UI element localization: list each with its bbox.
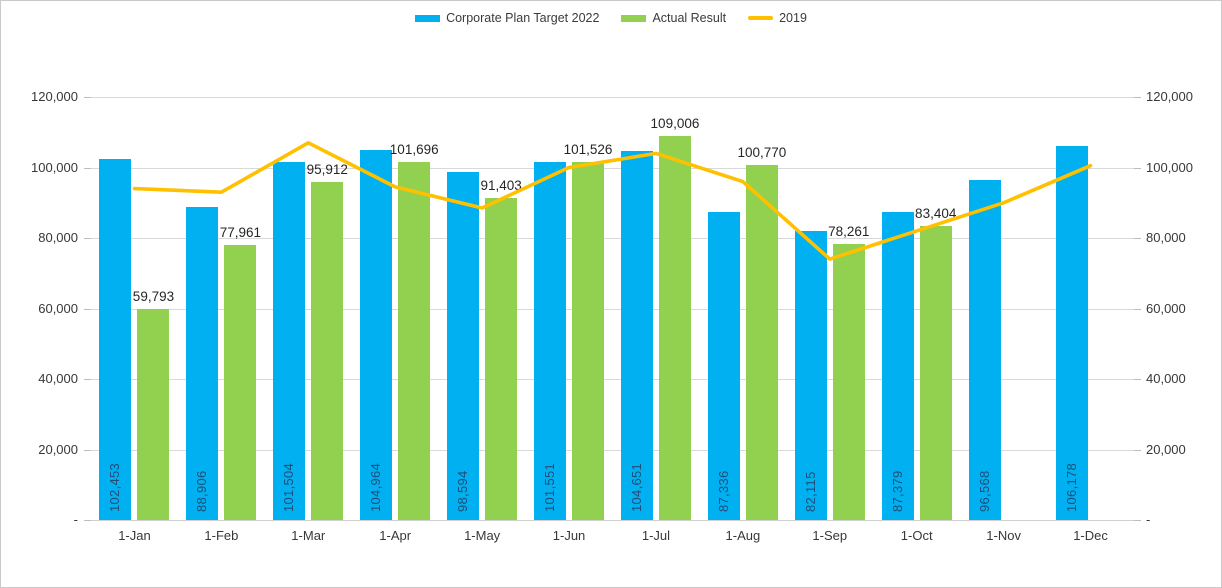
legend-item-corporate-plan-target: Corporate Plan Target 2022 xyxy=(415,11,599,25)
bar-corporate-plan-target xyxy=(620,151,653,520)
gridline xyxy=(91,379,1134,380)
legend-label-2019: 2019 xyxy=(779,11,807,25)
y-tick-mark-right xyxy=(1134,379,1141,380)
line-series-2019 xyxy=(132,140,1093,261)
actual-result-data-label: 101,696 xyxy=(389,141,439,157)
bar-actual-result xyxy=(832,244,865,520)
x-axis-label: 1-Oct xyxy=(900,528,933,543)
y-axis-label-right: 20,000 xyxy=(1146,442,1186,457)
y-axis-label-right: 60,000 xyxy=(1146,301,1186,316)
y-tick-mark-left xyxy=(84,168,91,169)
x-axis-label: 1-May xyxy=(464,528,501,543)
y-axis-label-left: 60,000 xyxy=(38,301,78,316)
legend-swatch-actual-bar xyxy=(621,14,647,22)
gridline xyxy=(91,97,1134,98)
bar-actual-result xyxy=(745,164,778,520)
y-axis-label-left: 20,000 xyxy=(38,442,78,457)
y-tick-mark-left xyxy=(84,450,91,451)
bar-actual-result xyxy=(224,245,257,520)
x-axis-label: 1-Jul xyxy=(641,528,671,543)
bar-actual-result xyxy=(485,197,518,520)
gridline xyxy=(91,450,1134,451)
legend-swatch-2019-line xyxy=(748,16,774,20)
actual-result-data-label: 91,403 xyxy=(480,177,522,193)
y-axis-label-right: 40,000 xyxy=(1146,371,1186,386)
y-axis-label-right: 100,000 xyxy=(1146,160,1193,175)
y-tick-mark-left xyxy=(84,309,91,310)
bar-corporate-plan-target xyxy=(1055,145,1088,520)
bar-corporate-plan-target xyxy=(534,162,567,520)
actual-result-data-label: 59,793 xyxy=(132,289,175,305)
y-tick-mark-left xyxy=(84,520,91,521)
chart-legend: Corporate Plan Target 2022 Actual Result… xyxy=(1,11,1221,25)
x-axis-line xyxy=(91,520,1134,521)
bar-corporate-plan-target xyxy=(186,206,219,520)
x-axis-label: 1-Feb xyxy=(204,528,239,543)
legend-item-actual-result: Actual Result xyxy=(621,11,726,25)
y-axis-label-left: 80,000 xyxy=(38,230,78,245)
y-axis-label-right: - xyxy=(1146,512,1151,527)
legend-label-target: Corporate Plan Target 2022 xyxy=(446,11,600,25)
bar-corporate-plan-target xyxy=(447,172,480,520)
x-axis-label: 1-Dec xyxy=(1073,528,1108,543)
actual-result-data-label: 77,961 xyxy=(219,225,262,241)
bar-actual-result xyxy=(658,135,691,520)
legend-swatch-target-bar xyxy=(415,14,441,22)
bar-corporate-plan-target xyxy=(360,150,393,520)
bar-corporate-plan-target xyxy=(707,212,740,520)
x-axis-label: 1-Jan xyxy=(118,528,151,543)
actual-result-data-label: 95,912 xyxy=(306,161,348,177)
actual-result-data-label: 100,770 xyxy=(737,144,787,160)
bar-corporate-plan-target xyxy=(881,211,914,520)
legend-item-2019: 2019 xyxy=(748,11,807,25)
x-axis-label: 1-Nov xyxy=(986,528,1021,543)
y-axis-label-left: 120,000 xyxy=(31,89,78,104)
y-axis-label-left: 100,000 xyxy=(31,160,78,175)
y-tick-mark-left xyxy=(84,97,91,98)
gridline xyxy=(91,168,1134,169)
bar-actual-result xyxy=(311,181,344,520)
x-axis-label: 1-Apr xyxy=(379,528,412,543)
bar-actual-result xyxy=(919,226,952,520)
x-axis-label: 1-Sep xyxy=(812,528,848,543)
bar-corporate-plan-target xyxy=(99,158,132,520)
y-tick-mark-right xyxy=(1134,238,1141,239)
bar-actual-result xyxy=(137,309,170,520)
actual-result-data-label: 109,006 xyxy=(650,115,700,131)
y-axis-label-right: 120,000 xyxy=(1146,89,1193,104)
y-tick-mark-right xyxy=(1134,450,1141,451)
y-tick-mark-right xyxy=(1134,168,1141,169)
actual-result-data-label: 101,526 xyxy=(563,142,613,158)
y-tick-mark-left xyxy=(84,238,91,239)
x-axis-label: 1-Mar xyxy=(291,528,326,543)
gridline xyxy=(91,238,1134,239)
bar-actual-result xyxy=(572,162,605,520)
x-axis-label: 1-Aug xyxy=(725,528,761,543)
y-tick-mark-left xyxy=(84,379,91,380)
legend-label-actual: Actual Result xyxy=(652,11,727,25)
y-axis-label-left: 40,000 xyxy=(38,371,78,386)
bar-actual-result xyxy=(398,161,431,520)
actual-result-data-label: 78,261 xyxy=(828,224,870,240)
y-axis-label-left: - xyxy=(73,512,78,527)
bar-corporate-plan-target xyxy=(794,230,827,520)
actual-result-data-label: 83,404 xyxy=(915,206,957,221)
bar-corporate-plan-target xyxy=(968,179,1001,520)
y-tick-mark-right xyxy=(1134,309,1141,310)
y-tick-mark-right xyxy=(1134,520,1141,521)
y-axis-label-right: 80,000 xyxy=(1146,230,1186,245)
bar-corporate-plan-target xyxy=(273,162,306,520)
x-axis-label: 1-Jun xyxy=(552,528,586,543)
y-tick-mark-right xyxy=(1134,97,1141,98)
gridline xyxy=(91,309,1134,310)
